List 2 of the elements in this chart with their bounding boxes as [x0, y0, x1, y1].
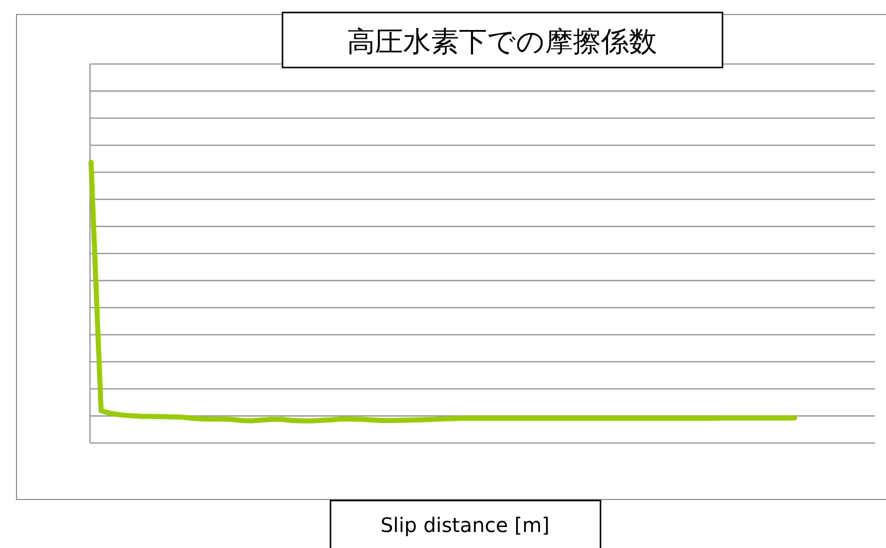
x-axis-title: Slip distance [m] — [380, 513, 550, 537]
chart-title: 高圧水素下での摩擦係数 — [347, 25, 657, 58]
